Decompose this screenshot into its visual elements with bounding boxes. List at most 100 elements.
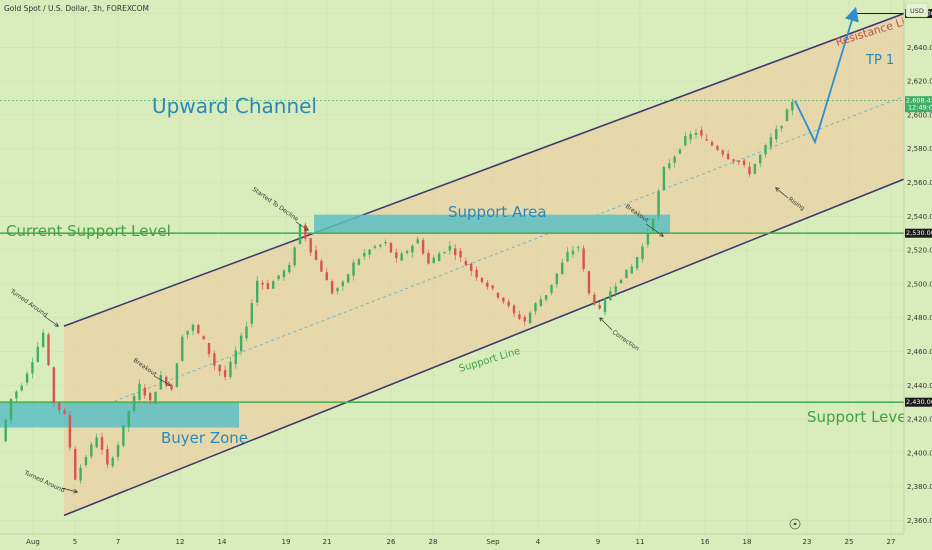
candle-body bbox=[668, 163, 671, 169]
candle-body bbox=[603, 298, 607, 313]
candle-body bbox=[619, 279, 623, 284]
candle-body bbox=[384, 242, 387, 244]
candle-body bbox=[480, 277, 484, 282]
candle-body bbox=[705, 139, 708, 141]
candle-body bbox=[127, 410, 130, 428]
candle-body bbox=[272, 281, 275, 289]
currency-button[interactable] bbox=[905, 2, 929, 18]
candle-body bbox=[165, 376, 168, 386]
candle-body bbox=[197, 325, 200, 334]
candle-body bbox=[673, 156, 676, 163]
candle-body bbox=[769, 137, 773, 147]
lightning-icon[interactable] bbox=[789, 518, 801, 530]
candle-body bbox=[528, 312, 532, 324]
price-label-box bbox=[905, 96, 932, 113]
candle-body bbox=[753, 164, 757, 174]
buyer-zone-label: Buyer Zone bbox=[161, 429, 248, 447]
price-tick: 2,560.00 bbox=[907, 179, 932, 187]
candle-body bbox=[357, 259, 361, 265]
support-area-label: Support Area bbox=[448, 203, 547, 221]
candle-body bbox=[732, 159, 735, 162]
resistance-line bbox=[63, 12, 905, 327]
candle-body bbox=[325, 272, 328, 281]
candle-body bbox=[641, 246, 644, 260]
candle-body bbox=[550, 284, 553, 293]
candle-body bbox=[100, 437, 104, 450]
candle-body bbox=[84, 457, 88, 465]
time-tick: 21 bbox=[323, 538, 332, 546]
candle-body bbox=[737, 160, 741, 163]
candle-body bbox=[534, 303, 537, 312]
price-tick: 2,620.00 bbox=[907, 78, 932, 86]
candle-body bbox=[63, 410, 66, 414]
price-axis-panel[interactable] bbox=[904, 0, 932, 550]
candle-body bbox=[614, 286, 617, 293]
buyer-zone bbox=[0, 402, 239, 428]
candle-body bbox=[448, 245, 452, 251]
candle-body bbox=[646, 232, 650, 245]
candle-body bbox=[689, 134, 692, 140]
candle-body bbox=[464, 260, 468, 266]
candle-body bbox=[57, 402, 61, 410]
candle-body bbox=[694, 132, 698, 135]
candle-body bbox=[47, 334, 50, 366]
candle-body bbox=[352, 262, 355, 276]
candle-body bbox=[427, 253, 430, 264]
time-axis-ticks: Aug 5 7 12 14 19 21 26 28 Sep 4 9 11 16 18 23 25 27 bbox=[26, 538, 895, 546]
candle-body bbox=[41, 332, 45, 347]
time-tick: 26 bbox=[387, 538, 396, 546]
candle-body bbox=[582, 248, 585, 269]
candle-body bbox=[79, 467, 82, 481]
candle-body bbox=[496, 292, 500, 298]
candle-body bbox=[555, 273, 559, 285]
candle-body bbox=[255, 280, 259, 303]
candle-body bbox=[486, 282, 489, 287]
price-tick: 2,440.00 bbox=[907, 382, 932, 390]
candle-body bbox=[759, 154, 762, 164]
candle-body bbox=[186, 330, 189, 335]
price-label-text: 2,430.00 bbox=[906, 398, 932, 406]
candle-body bbox=[223, 370, 227, 377]
time-tick: 27 bbox=[887, 538, 896, 546]
candle-body bbox=[651, 218, 655, 231]
price-label-box bbox=[905, 397, 932, 407]
candle-body bbox=[566, 251, 569, 262]
candle-body bbox=[15, 391, 18, 399]
candle-body bbox=[742, 160, 746, 165]
candle-body bbox=[764, 145, 767, 155]
candle-body bbox=[577, 247, 580, 249]
candle-body bbox=[373, 246, 377, 248]
candle-body bbox=[437, 253, 441, 262]
candle-body bbox=[245, 326, 248, 339]
candle-body bbox=[341, 281, 345, 287]
candle-body bbox=[678, 149, 682, 154]
candle-body bbox=[775, 129, 778, 140]
price-tick: 2,520.00 bbox=[907, 247, 932, 255]
candle-body bbox=[432, 257, 435, 264]
rising-arrow bbox=[776, 188, 789, 199]
candle-body bbox=[309, 238, 312, 253]
candle-body bbox=[239, 335, 243, 352]
candle-body bbox=[400, 253, 403, 261]
candle-body bbox=[191, 324, 195, 331]
currency-button-label[interactable]: USD bbox=[910, 7, 924, 15]
candle-body bbox=[31, 362, 34, 374]
candle-body bbox=[106, 449, 109, 465]
support-line bbox=[63, 178, 905, 517]
candle-body bbox=[587, 271, 591, 294]
candle-body bbox=[544, 295, 548, 300]
candle-body bbox=[710, 142, 714, 146]
correction-arrow bbox=[600, 318, 613, 331]
candle-body bbox=[4, 419, 7, 442]
candle-body bbox=[630, 266, 633, 274]
candle-body bbox=[571, 250, 575, 255]
time-tick: 9 bbox=[596, 538, 600, 546]
price-tick: 2,400.00 bbox=[907, 449, 932, 457]
price-tick: 2,380.00 bbox=[907, 483, 932, 491]
candle-body bbox=[181, 336, 184, 362]
time-tick: 16 bbox=[701, 538, 710, 546]
time-tick: 28 bbox=[429, 538, 438, 546]
price-tick: 2,540.00 bbox=[907, 213, 932, 221]
